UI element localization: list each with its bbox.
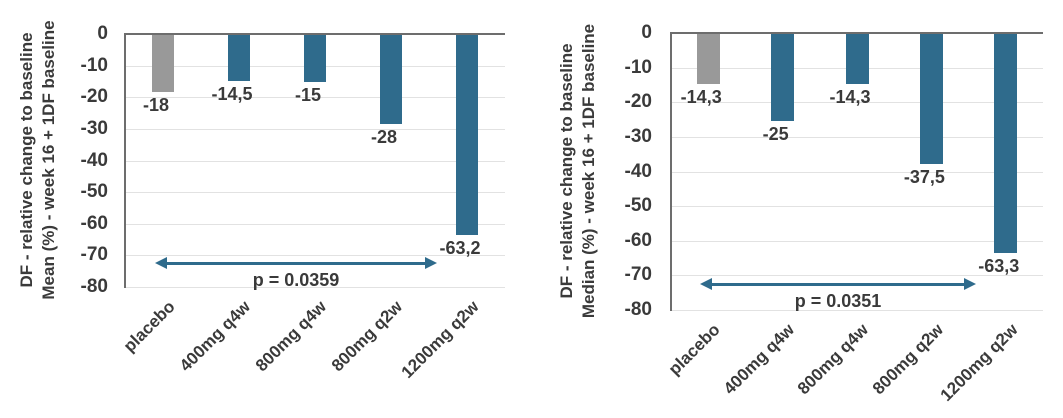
y-gridline bbox=[125, 97, 505, 99]
y-tick-label: -60 bbox=[624, 229, 652, 251]
y-tick-label: -40 bbox=[80, 149, 108, 171]
x-category-label-placebo: placebo bbox=[664, 320, 724, 379]
y-gridline bbox=[671, 171, 1043, 173]
y-tick-label: -50 bbox=[624, 195, 652, 217]
x-category-label-400mg-q4w: 400mg q4w bbox=[719, 320, 799, 399]
bar-value-label: -14,5 bbox=[211, 83, 253, 104]
y-tick-label: -30 bbox=[80, 117, 108, 139]
bar-value-label: -25 bbox=[762, 123, 789, 144]
y-tick-label: -60 bbox=[80, 212, 108, 234]
pvalue-label: p = 0.0351 bbox=[794, 291, 882, 312]
bar-value-label: -37,5 bbox=[903, 166, 945, 187]
y-gridline bbox=[125, 255, 505, 257]
y-gridline bbox=[671, 136, 1043, 138]
bar-value-label: -28 bbox=[370, 126, 397, 147]
y-tick-label: -80 bbox=[624, 299, 652, 320]
significance-arrow-right-head-icon bbox=[963, 278, 976, 291]
y-gridline bbox=[125, 192, 505, 194]
bar-value-label: -14,3 bbox=[829, 86, 871, 107]
y-gridline bbox=[671, 275, 1043, 277]
y-gridline bbox=[125, 128, 505, 130]
y-gridline bbox=[671, 310, 1043, 311]
x-category-label-400mg-q4w: 400mg q4w bbox=[176, 297, 255, 376]
bar-800mg-q4w bbox=[845, 34, 869, 84]
y-tick-label: 0 bbox=[97, 23, 108, 44]
y-tick-label: 0 bbox=[641, 22, 652, 43]
y-gridline bbox=[671, 206, 1043, 208]
bar-value-label: -63,3 bbox=[978, 256, 1020, 277]
zero-axis-line bbox=[125, 33, 505, 35]
y-tick-label: -70 bbox=[624, 264, 652, 286]
significance-arrow-line bbox=[165, 261, 427, 265]
bar-800mg-q2w bbox=[380, 35, 402, 124]
y-gridline bbox=[125, 223, 505, 225]
bar-value-label: -15 bbox=[294, 85, 321, 106]
median-change-chart: DF - relative change to baseline Median … bbox=[532, 0, 1063, 418]
bar-400mg-q4w bbox=[771, 34, 795, 121]
bar-800mg-q2w bbox=[919, 34, 943, 164]
y-tick-label: -10 bbox=[80, 54, 108, 76]
bar-value-label: -63,2 bbox=[439, 237, 481, 258]
y-axis-line bbox=[124, 33, 126, 288]
y-tick-label: -20 bbox=[624, 91, 652, 113]
y-axis-title-line1: DF - relative change to baseline bbox=[557, 43, 576, 299]
x-category-label-800mg-q2w: 800mg q2w bbox=[328, 297, 407, 376]
y-tick-label: -70 bbox=[80, 244, 108, 266]
y-tick-label: -30 bbox=[624, 125, 652, 147]
mean-change-chart: DF - relative change to baseline Mean (%… bbox=[0, 0, 531, 418]
bar-800mg-q4w bbox=[304, 35, 326, 83]
y-axis-line bbox=[670, 32, 672, 311]
x-category-label-placebo: placebo bbox=[119, 297, 179, 356]
y-gridline bbox=[671, 240, 1043, 242]
y-gridline bbox=[125, 287, 505, 288]
bar-1200mg-q2w bbox=[456, 35, 478, 235]
y-tick-label: -10 bbox=[624, 56, 652, 78]
pvalue-label: p = 0.0359 bbox=[252, 270, 340, 291]
significance-arrow-left-head-icon bbox=[155, 257, 167, 270]
bar-placebo bbox=[696, 34, 720, 84]
x-category-label-800mg-q4w: 800mg q4w bbox=[252, 297, 331, 376]
bar-value-label: -14,3 bbox=[680, 86, 722, 107]
bar-400mg-q4w bbox=[228, 35, 250, 81]
zero-axis-line bbox=[671, 32, 1043, 34]
significance-arrow-line bbox=[710, 282, 966, 286]
y-gridline bbox=[671, 102, 1043, 104]
y-gridline bbox=[125, 160, 505, 162]
bar-value-label: -18 bbox=[142, 94, 169, 115]
y-axis-title-line1: DF - relative change to baseline bbox=[17, 32, 36, 288]
x-category-label-800mg-q4w: 800mg q4w bbox=[794, 320, 873, 399]
y-tick-label: -20 bbox=[80, 86, 108, 108]
y-tick-label: -80 bbox=[80, 276, 108, 297]
bar-placebo bbox=[152, 35, 174, 92]
x-category-label-800mg-q2w: 800mg q2w bbox=[868, 320, 947, 399]
significance-arrow-left-head-icon bbox=[700, 278, 713, 291]
significance-arrow-right-head-icon bbox=[425, 257, 437, 270]
y-tick-label: -40 bbox=[624, 160, 652, 182]
y-tick-label: -50 bbox=[80, 181, 108, 203]
x-category-label-1200mg-q2w: 1200mg q2w bbox=[936, 320, 1022, 405]
bar-1200mg-q2w bbox=[994, 34, 1018, 254]
x-category-label-1200mg-q2w: 1200mg q2w bbox=[397, 297, 483, 382]
